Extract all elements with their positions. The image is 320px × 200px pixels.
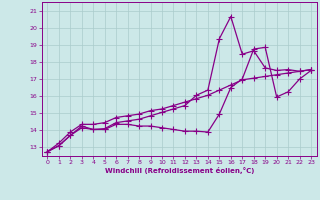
X-axis label: Windchill (Refroidissement éolien,°C): Windchill (Refroidissement éolien,°C) — [105, 167, 254, 174]
